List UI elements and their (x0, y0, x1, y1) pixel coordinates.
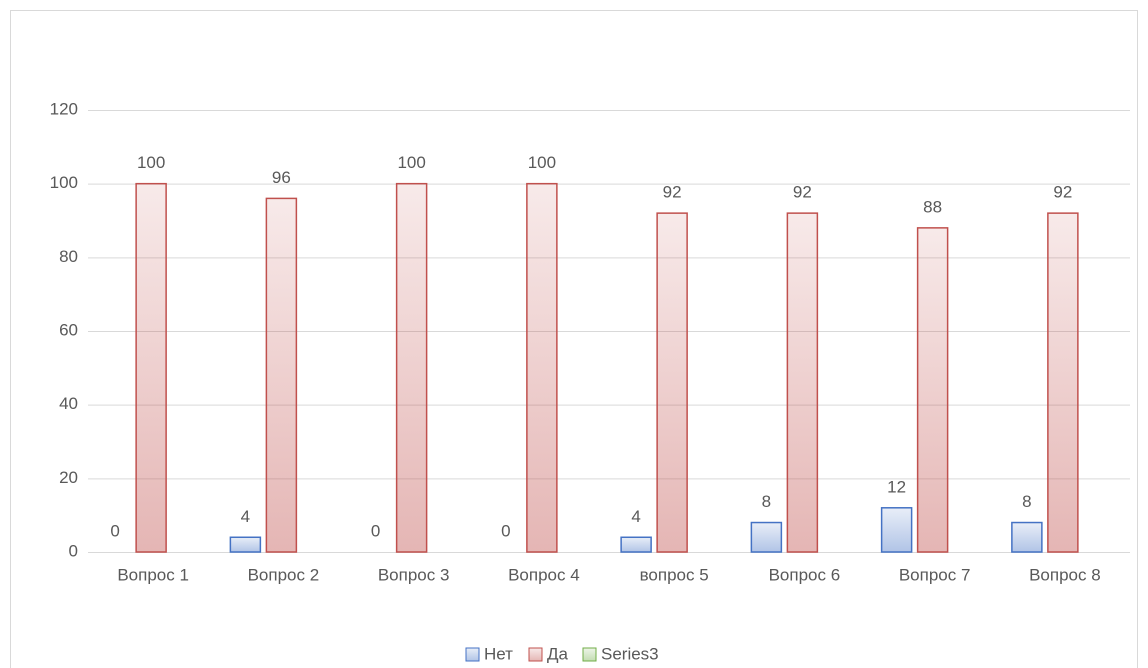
bar (135, 182, 167, 553)
legend-swatch (582, 647, 597, 662)
y-tick-label: 120 (50, 99, 78, 118)
x-tick-label: Вопрос 8 (1029, 565, 1101, 584)
x-tick-label: Вопрос 3 (378, 565, 450, 584)
bar (229, 536, 262, 553)
y-tick-label: 60 (59, 320, 78, 339)
y-tick-label: 80 (59, 247, 78, 266)
data-label: 92 (793, 183, 812, 202)
legend-label: Да (547, 644, 569, 663)
legend-label: Нет (484, 644, 513, 663)
bar (395, 182, 428, 553)
bar (265, 197, 298, 553)
data-label: 8 (762, 492, 771, 511)
data-label: 92 (1053, 183, 1072, 202)
x-tick-label: Вопрос 1 (117, 565, 189, 584)
x-tick-label: вопрос 5 (640, 565, 709, 584)
bar (620, 536, 652, 553)
bar (786, 212, 819, 553)
bar (656, 212, 688, 553)
data-label: 0 (371, 521, 380, 540)
legend-swatch (528, 647, 543, 662)
bar (1047, 212, 1079, 553)
legend-swatch (465, 647, 480, 662)
data-label: 4 (241, 507, 250, 526)
data-label: 88 (923, 197, 942, 216)
chart-border (10, 10, 1138, 668)
data-label: 92 (663, 183, 682, 202)
bar (916, 227, 949, 553)
data-label: 100 (397, 153, 425, 172)
y-tick-label: 20 (59, 468, 78, 487)
x-tick-label: Вопрос 4 (508, 565, 580, 584)
legend-label: Series3 (601, 644, 659, 663)
bar (526, 182, 558, 553)
y-tick-label: 100 (50, 173, 78, 192)
y-tick-label: 0 (69, 541, 78, 560)
data-label: 8 (1022, 492, 1031, 511)
x-tick-label: Вопрос 6 (769, 565, 841, 584)
data-label: 0 (501, 521, 510, 540)
bar (750, 521, 783, 553)
y-tick-label: 40 (59, 394, 78, 413)
data-label: 100 (528, 153, 556, 172)
bar (880, 507, 913, 553)
data-label: 96 (272, 168, 291, 187)
data-label: 100 (137, 153, 165, 172)
data-label: 12 (887, 477, 906, 496)
x-tick-label: Вопрос 2 (248, 565, 320, 584)
data-label: 0 (110, 521, 119, 540)
data-label: 4 (631, 507, 640, 526)
bar (1011, 521, 1043, 553)
x-tick-label: Вопрос 7 (899, 565, 971, 584)
